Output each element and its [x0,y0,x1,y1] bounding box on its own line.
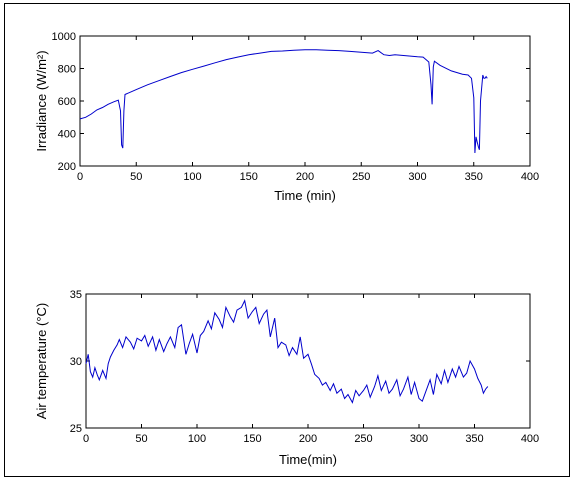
irradiance-y-tick-label: 600 [58,96,76,108]
air-temperature-x-tick-label: 250 [354,433,372,445]
irradiance-y-tick-label: 200 [58,161,76,173]
air-temperature-y-tick-label: 25 [70,423,82,435]
irradiance-series-line [79,49,488,154]
air-temperature-x-tick-label: 50 [135,433,147,445]
irradiance-y-tick-label: 800 [58,64,76,76]
irradiance-y-axis-label: Irradiance (W/m²) [34,50,49,151]
irradiance-x-tick-label: 200 [296,171,314,183]
irradiance-axis-ticks: 0 50 100 150 200 250 300 350 400 200 400 600 800 1000 [52,31,540,183]
irradiance-x-tick-label: 300 [408,171,426,183]
irradiance-plot-area [79,35,531,167]
air-temperature-x-tick-label: 200 [299,433,317,445]
air-temperature-axis-ticks: 0 50 100 150 200 250 300 350 400 25 30 35 [70,289,539,445]
air-temperature-y-axis-label: Air temperature (°C) [34,303,49,419]
irradiance-chart: 0 50 100 150 200 250 300 350 400 200 400 600 800 1000… [34,31,540,203]
irradiance-x-axis-label: Time (min) [274,188,336,203]
irradiance-x-tick-label: 100 [183,171,201,183]
irradiance-x-tick-label: 150 [240,171,258,183]
air-temperature-x-tick-label: 400 [521,433,539,445]
air-temperature-x-tick-label: 0 [83,433,89,445]
figure-border [4,3,570,477]
air-temperature-y-tick-label: 35 [70,289,82,301]
irradiance-y-tick-label: 400 [58,129,76,141]
air-temperature-series-line [85,299,489,404]
air-temperature-y-tick-label: 30 [70,356,82,368]
irradiance-x-tick-label: 400 [521,171,539,183]
air-temperature-x-tick-label: 100 [188,433,206,445]
air-temperature-plot-area [85,293,531,429]
irradiance-x-tick-label: 350 [465,171,483,183]
air-temperature-chart: 0 50 100 150 200 250 300 350 400 25 30 35 Time(min)… [34,289,539,467]
air-temperature-x-axis-label: Time(min) [279,452,337,467]
air-temperature-x-tick-label: 150 [243,433,261,445]
air-temperature-x-tick-label: 300 [410,433,428,445]
irradiance-y-tick-label: 1000 [52,31,76,43]
irradiance-x-tick-label: 50 [130,171,142,183]
irradiance-x-tick-label: 250 [352,171,370,183]
air-temperature-x-tick-label: 350 [465,433,483,445]
irradiance-x-tick-label: 0 [77,171,83,183]
